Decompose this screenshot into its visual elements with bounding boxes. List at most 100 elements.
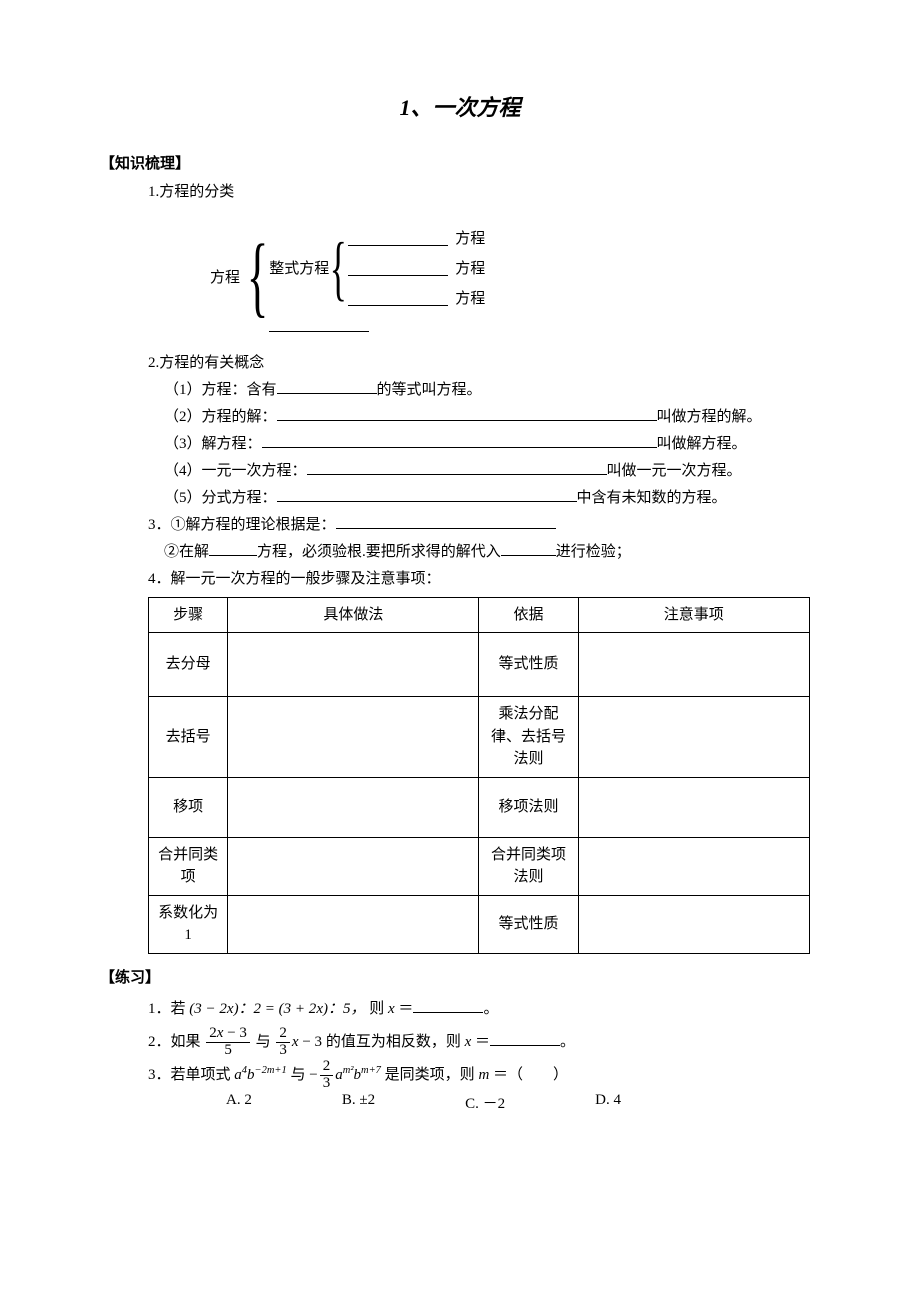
choice-b: B. ±2	[342, 1092, 375, 1113]
table-row: 去分母 等式性质	[149, 633, 810, 697]
page-title: 1、一次方程	[100, 90, 820, 122]
q1d: 。	[483, 1001, 498, 1017]
cell-basis: 等式性质	[479, 895, 578, 953]
kb-item-4: 4．解一元一次方程的一般步骤及注意事项：	[148, 566, 820, 593]
concept-3: （3）解方程：叫做解方程。	[164, 431, 820, 458]
table-header-row: 步骤 具体做法 依据 注意事项	[149, 597, 810, 633]
cls-suffix-3: 方程	[455, 284, 485, 314]
blank-c2	[277, 407, 657, 421]
q1-expr: (3 − 2x)：2 = (3 + 2x)：5，	[189, 1001, 365, 1017]
c1a: （1）方程：含有	[164, 382, 277, 398]
concept-5: （5）分式方程： 中含有未知数的方程。	[164, 485, 820, 512]
c5a: （5）分式方程：	[164, 490, 277, 506]
blank-cls-2	[348, 262, 448, 276]
c4b: 叫做一元一次方程。	[607, 463, 742, 479]
cell-method	[228, 837, 479, 895]
brace-mid-label: 整式方程	[269, 254, 329, 284]
kb-item-1: 1.方程的分类	[148, 179, 820, 206]
c3a: （3）解方程：	[164, 436, 262, 452]
table-row: 移项 移项法则	[149, 777, 810, 837]
concept-4: （4）一元一次方程： 叫做一元一次方程。	[164, 458, 820, 485]
steps-table: 步骤 具体做法 依据 注意事项 去分母 等式性质 去括号 乘法分配律、去括号法则…	[148, 597, 810, 954]
concept-2: （2）方程的解：叫做方程的解。	[164, 404, 820, 431]
c4a: （4）一元一次方程：	[164, 463, 307, 479]
c2b: 叫做方程的解。	[657, 409, 762, 425]
cell-note	[578, 633, 809, 697]
cls-suffix-1: 方程	[455, 224, 485, 254]
cell-basis: 乘法分配律、去括号法则	[479, 697, 578, 778]
cell-step: 去括号	[149, 697, 228, 778]
blank-3a	[336, 515, 556, 529]
choice-a: A. 2	[226, 1092, 252, 1113]
q3-term1: a4b−2m+1	[234, 1067, 287, 1083]
q1c: ＝	[398, 1001, 413, 1017]
cls-suffix-2: 方程	[455, 254, 485, 284]
item3d: 进行检验；	[556, 544, 631, 560]
q2c: ＝	[475, 1034, 490, 1050]
q3c: ＝（ ）	[493, 1067, 568, 1083]
th-method: 具体做法	[228, 597, 479, 633]
cell-basis: 合并同类项法则	[479, 837, 578, 895]
q2a: 2．如果	[148, 1034, 201, 1050]
blank-q1	[413, 999, 483, 1013]
table-row: 合并同类项 合并同类项法则	[149, 837, 810, 895]
cell-method	[228, 697, 479, 778]
blank-q2	[490, 1032, 560, 1046]
q2b: 的值互为相反数，则	[326, 1034, 461, 1050]
q2-frac2: 23	[276, 1026, 290, 1059]
question-3: 3．若单项式 a4b−2m+1 与 −23am²bm+7 是同类项，则 m ＝（…	[148, 1059, 820, 1092]
table-row: 系数化为 1 等式性质	[149, 895, 810, 953]
cell-note	[578, 777, 809, 837]
blank-c4	[307, 461, 607, 475]
q1a: 1．若	[148, 1001, 186, 1017]
equation-classification: 方程 { 整式方程 { 方程 方程 方程	[210, 224, 820, 332]
choice-d: D. 4	[595, 1092, 621, 1113]
brace-outer: {	[247, 245, 269, 310]
brace-root-label: 方程	[210, 263, 240, 293]
item3a: 3．①解方程的理论根据是：	[148, 517, 336, 533]
cell-note	[578, 697, 809, 778]
blank-cls-4	[269, 318, 369, 332]
q1-var: x	[388, 1001, 395, 1017]
q3-var: m	[478, 1067, 489, 1083]
kb-item-3b: ②在解 方程，必须验根.要把所求得的解代入 进行检验；	[164, 539, 820, 566]
brace-inner: {	[330, 243, 347, 295]
cell-note	[578, 895, 809, 953]
cell-step: 去分母	[149, 633, 228, 697]
kb-item-2: 2.方程的有关概念	[148, 350, 820, 377]
table-row: 去括号 乘法分配律、去括号法则	[149, 697, 810, 778]
q3a: 3．若单项式	[148, 1067, 231, 1083]
blank-3b	[209, 542, 257, 556]
section-knowledge-heading: 【知识梳理】	[100, 152, 820, 173]
cell-method	[228, 633, 479, 697]
question-2: 2．如果 2x − 35 与 23x − 3 的值互为相反数，则 x ＝。	[148, 1026, 820, 1059]
cell-step: 合并同类项	[149, 837, 228, 895]
c1b: 的等式叫方程。	[377, 382, 482, 398]
cell-method	[228, 777, 479, 837]
cell-step: 移项	[149, 777, 228, 837]
question-1: 1．若 (3 − 2x)：2 = (3 + 2x)：5， 则 x ＝。	[148, 993, 820, 1026]
q2-frac1: 2x − 35	[206, 1026, 250, 1059]
cell-note	[578, 837, 809, 895]
th-basis: 依据	[479, 597, 578, 633]
kb-item-3: 3．①解方程的理论根据是：	[148, 512, 820, 539]
th-step: 步骤	[149, 597, 228, 633]
choice-c: C. －2	[465, 1092, 505, 1113]
blank-c5	[277, 488, 577, 502]
q3-term2: −23am²bm+7	[309, 1067, 381, 1083]
item3b: ②在解	[164, 544, 209, 560]
q3mid: 与	[291, 1067, 306, 1083]
section-exercise-heading: 【练习】	[100, 966, 820, 987]
blank-c1	[277, 380, 377, 394]
blank-c3	[262, 434, 657, 448]
c5b: 中含有未知数的方程。	[577, 490, 727, 506]
cell-method	[228, 895, 479, 953]
item3c: 方程，必须验根.要把所求得的解代入	[257, 544, 501, 560]
concept-1: （1）方程：含有 的等式叫方程。	[164, 377, 820, 404]
blank-cls-3	[348, 292, 448, 306]
th-note: 注意事项	[578, 597, 809, 633]
cell-basis: 移项法则	[479, 777, 578, 837]
q2-var: x	[465, 1034, 472, 1050]
cell-basis: 等式性质	[479, 633, 578, 697]
q2d: 。	[560, 1034, 575, 1050]
